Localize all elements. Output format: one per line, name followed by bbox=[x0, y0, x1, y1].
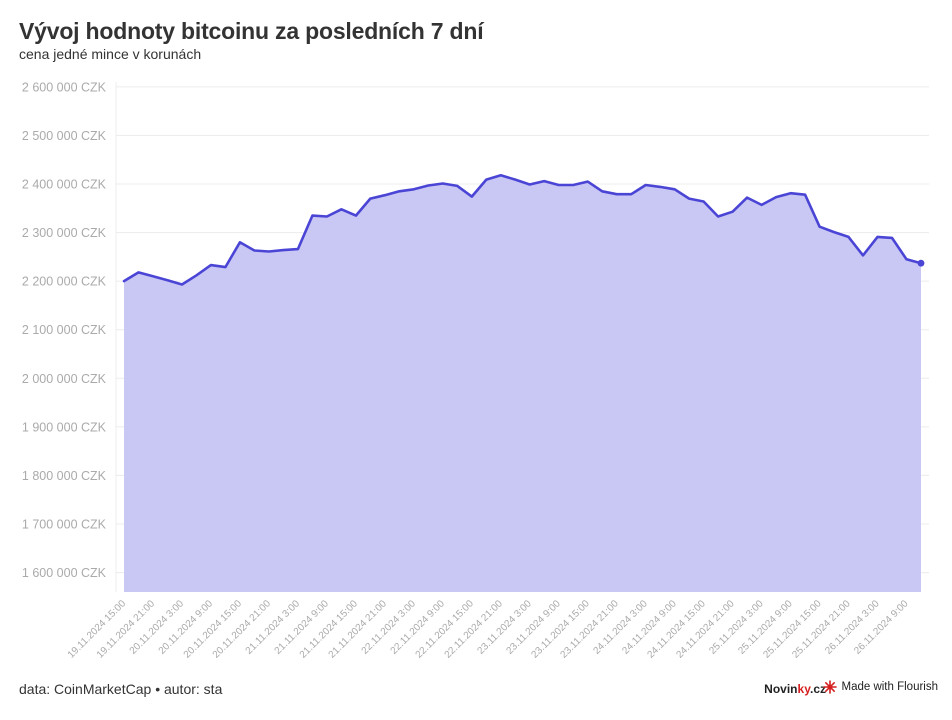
brand-part-b: ky bbox=[797, 682, 810, 696]
y-tick-label: 2 300 000 CZK bbox=[22, 226, 107, 240]
author-label: autor: sta bbox=[163, 681, 223, 697]
series-area bbox=[122, 174, 925, 593]
brand-part-a: Novin bbox=[764, 682, 798, 696]
y-tick-label: 2 500 000 CZK bbox=[22, 129, 107, 143]
y-tick-label: 1 900 000 CZK bbox=[22, 420, 107, 434]
y-tick-label: 2 200 000 CZK bbox=[22, 275, 107, 289]
flourish-label: Made with Flourish bbox=[841, 681, 938, 693]
y-axis: 2 600 000 CZK 2 500 000 CZK 2 400 000 CZK 2… bbox=[22, 80, 107, 580]
flourish-icon bbox=[823, 680, 838, 694]
data-source: data: CoinMarketCap • autor: sta bbox=[19, 681, 222, 697]
footer-separator: • bbox=[155, 681, 161, 697]
source-label: data: CoinMarketCap bbox=[19, 681, 152, 697]
y-tick-label: 2 000 000 CZK bbox=[22, 372, 107, 386]
area-fill bbox=[124, 175, 921, 593]
chart-subtitle: cena jedné mince v korunách bbox=[19, 46, 202, 62]
made-with-flourish-link[interactable]: Made with Flourish bbox=[823, 680, 938, 694]
chart-title: Vývoj hodnoty bitcoinu za posledních 7 d… bbox=[19, 18, 484, 44]
y-tick-label: 1 700 000 CZK bbox=[22, 518, 107, 532]
y-tick-label: 2 400 000 CZK bbox=[22, 178, 107, 192]
series-line bbox=[122, 174, 923, 286]
x-tick-label: 26.11.2024 9:00 bbox=[852, 598, 911, 657]
novinky-logo[interactable]: Novinky.cz bbox=[764, 682, 826, 696]
brand-part-c: .cz bbox=[809, 682, 826, 696]
last-data-point[interactable] bbox=[917, 259, 925, 267]
y-tick-label: 2 100 000 CZK bbox=[22, 323, 107, 337]
y-tick-label: 1 600 000 CZK bbox=[22, 566, 107, 580]
y-tick-label: 2 600 000 CZK bbox=[22, 80, 107, 94]
y-tick-label: 1 800 000 CZK bbox=[22, 469, 107, 483]
